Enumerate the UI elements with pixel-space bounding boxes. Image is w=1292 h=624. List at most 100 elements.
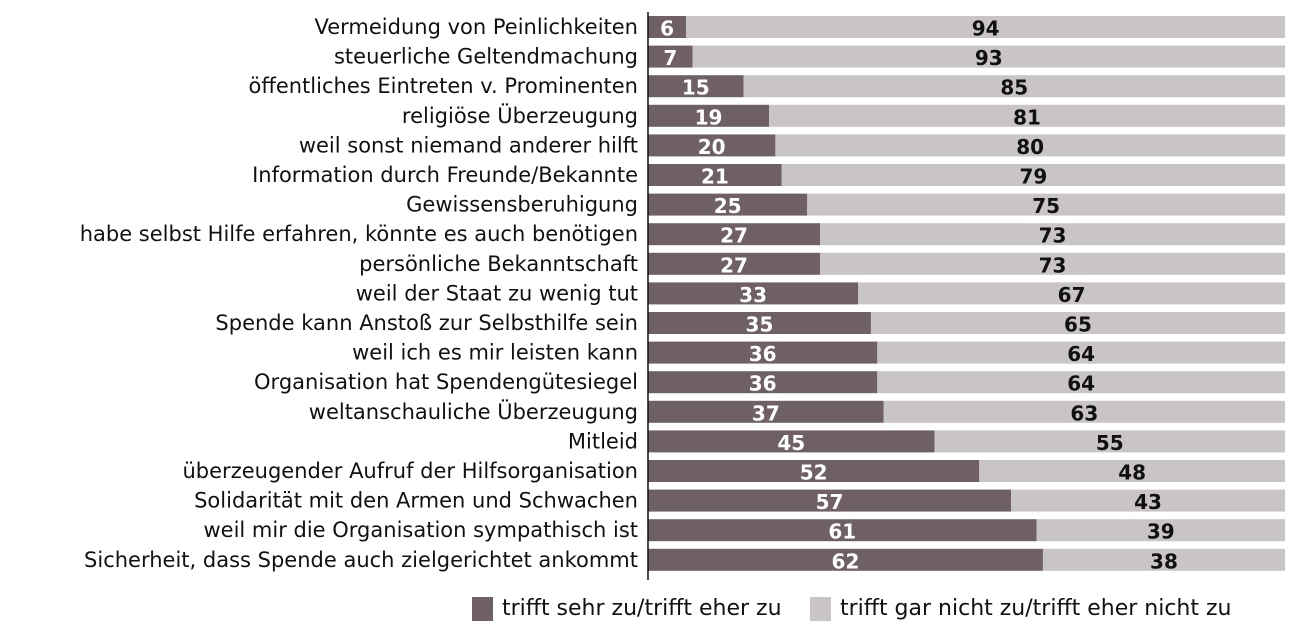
legend-label: trifft sehr zu/trifft eher zu bbox=[502, 596, 782, 621]
bar-segment bbox=[648, 489, 1012, 512]
value-label: 65 bbox=[1064, 313, 1092, 337]
bar-segment bbox=[648, 223, 820, 246]
category-label: Solidarität mit den Armen und Schwachen bbox=[194, 489, 638, 513]
category-label: weltanschauliche Überzeugung bbox=[309, 399, 638, 424]
value-label: 73 bbox=[1039, 224, 1067, 248]
bar-segment bbox=[648, 193, 808, 216]
category-label: religiöse Überzeugung bbox=[402, 103, 638, 128]
value-label: 79 bbox=[1019, 165, 1047, 189]
value-label: 37 bbox=[752, 401, 780, 425]
bar-segment bbox=[807, 193, 1285, 216]
bar-segment bbox=[648, 400, 884, 423]
value-label: 45 bbox=[777, 431, 805, 455]
category-label: persönliche Bekanntschaft bbox=[359, 252, 638, 276]
value-label: 63 bbox=[1070, 401, 1098, 425]
bar-segment bbox=[648, 134, 776, 157]
value-label: 20 bbox=[698, 135, 726, 159]
value-label: 61 bbox=[828, 520, 856, 544]
legend-label: trifft gar nicht zu/trifft eher nicht zu bbox=[840, 596, 1231, 621]
category-label: Organisation hat Spendengütesiegel bbox=[254, 370, 638, 394]
value-label: 75 bbox=[1032, 194, 1060, 218]
value-label: 52 bbox=[800, 461, 828, 485]
bar-segment bbox=[648, 460, 980, 482]
legend-swatch bbox=[472, 597, 493, 621]
bar-segment bbox=[870, 312, 1285, 334]
value-label: 85 bbox=[1000, 76, 1028, 100]
value-label: 48 bbox=[1118, 461, 1146, 485]
bar-segment bbox=[979, 460, 1285, 482]
value-label: 39 bbox=[1147, 520, 1175, 544]
value-label: 33 bbox=[739, 283, 767, 307]
bar-segment bbox=[934, 430, 1285, 453]
bar-segment bbox=[769, 104, 1285, 127]
bar-segment bbox=[648, 164, 782, 186]
bar-segment bbox=[1011, 489, 1285, 512]
bar-segment bbox=[781, 164, 1285, 186]
legend-swatch bbox=[810, 597, 831, 621]
bar-segment bbox=[775, 134, 1285, 157]
value-label: 62 bbox=[832, 549, 860, 573]
value-label: 27 bbox=[720, 224, 748, 248]
category-label: Vermeidung von Peinlichkeiten bbox=[315, 15, 638, 39]
category-label: überzeugender Aufruf der Hilfsorganisati… bbox=[183, 459, 639, 483]
category-label: Gewissensberuhigung bbox=[406, 193, 638, 217]
bar-segment bbox=[686, 16, 1285, 38]
value-label: 57 bbox=[816, 490, 844, 514]
bar-segment bbox=[819, 223, 1285, 246]
bar-segment bbox=[883, 400, 1285, 423]
category-label: weil mir die Organisation sympathisch is… bbox=[203, 518, 638, 542]
category-label: habe selbst Hilfe erfahren, könnte es au… bbox=[80, 222, 638, 246]
bar-segment bbox=[743, 75, 1285, 98]
category-label: Information durch Freunde/Bekannte bbox=[252, 163, 638, 187]
category-label: weil sonst niemand anderer hilft bbox=[299, 133, 638, 157]
category-label: Mitleid bbox=[568, 429, 638, 453]
value-label: 81 bbox=[1013, 105, 1041, 129]
bar-segment bbox=[648, 252, 820, 275]
bar-segment bbox=[648, 371, 878, 394]
category-label: Sicherheit, dass Spende auch zielgericht… bbox=[84, 548, 638, 572]
value-label: 7 bbox=[663, 46, 677, 70]
value-label: 35 bbox=[746, 313, 774, 337]
category-label: Spende kann Anstoß zur Selbsthilfe sein bbox=[215, 311, 638, 335]
value-label: 15 bbox=[682, 76, 710, 100]
value-label: 36 bbox=[749, 342, 777, 366]
bar-segment bbox=[648, 45, 693, 68]
bar-segment bbox=[858, 282, 1285, 305]
value-label: 38 bbox=[1150, 549, 1178, 573]
bar-segment bbox=[648, 75, 744, 98]
value-label: 36 bbox=[749, 372, 777, 396]
value-label: 64 bbox=[1067, 372, 1095, 396]
value-label: 19 bbox=[695, 105, 723, 129]
bar-segment bbox=[648, 519, 1037, 542]
bar-segment bbox=[692, 45, 1285, 68]
bar-segment bbox=[877, 341, 1285, 364]
value-label: 55 bbox=[1096, 431, 1124, 455]
bar-segment bbox=[1036, 519, 1285, 542]
category-label: weil ich es mir leisten kann bbox=[352, 341, 638, 365]
value-label: 6 bbox=[660, 17, 674, 41]
category-label: weil der Staat zu wenig tut bbox=[356, 281, 638, 305]
bar-segment bbox=[648, 548, 1043, 571]
bar-segment bbox=[648, 282, 859, 305]
bar-segment bbox=[648, 16, 687, 38]
category-label: öffentliches Eintreten v. Prominenten bbox=[249, 74, 638, 98]
bar-segment bbox=[648, 341, 878, 364]
value-label: 80 bbox=[1016, 135, 1044, 159]
value-label: 21 bbox=[701, 165, 729, 189]
value-label: 94 bbox=[972, 17, 1000, 41]
bar-segment bbox=[877, 371, 1285, 394]
bar-segment bbox=[648, 312, 871, 334]
value-label: 27 bbox=[720, 253, 748, 277]
value-label: 25 bbox=[714, 194, 742, 218]
value-label: 64 bbox=[1067, 342, 1095, 366]
value-label: 73 bbox=[1039, 253, 1067, 277]
value-label: 67 bbox=[1058, 283, 1086, 307]
value-label: 43 bbox=[1134, 490, 1162, 514]
category-label: steuerliche Geltendmachung bbox=[334, 45, 638, 69]
bar-segment bbox=[1042, 548, 1285, 571]
value-label: 93 bbox=[975, 46, 1003, 70]
bar-segment bbox=[648, 430, 935, 453]
bar-segment bbox=[819, 252, 1285, 275]
bar-segment bbox=[648, 104, 770, 127]
